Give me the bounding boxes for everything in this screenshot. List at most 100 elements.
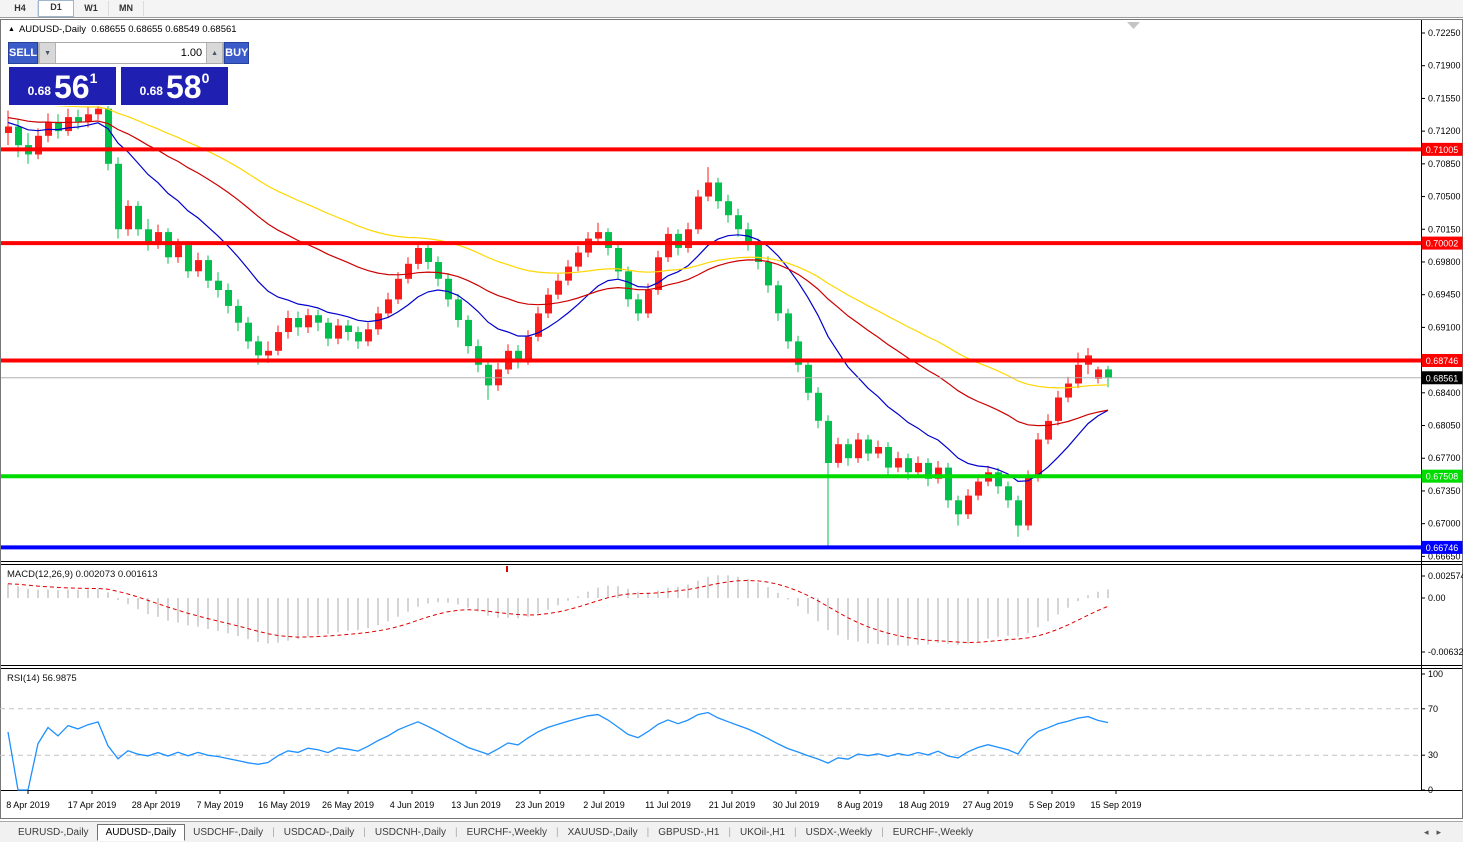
candle-body — [655, 257, 662, 290]
price-axis-label: 0.69450 — [1428, 290, 1461, 300]
volume-spinner: ▼ ▲ — [38, 42, 225, 64]
price-badge-label: 0.66746 — [1426, 543, 1459, 553]
sell-price-big: 56 — [53, 68, 90, 105]
date-axis-label: 15 Sep 2019 — [1090, 800, 1141, 810]
price-badge — [1421, 371, 1463, 385]
candle-body — [585, 238, 592, 253]
candle-body — [705, 182, 712, 197]
candle-body — [85, 114, 92, 122]
price-axis-label: 0.67000 — [1428, 519, 1461, 529]
candle-body — [435, 262, 442, 279]
candle-body — [675, 233, 682, 248]
timeframe-button-d1[interactable]: D1 — [38, 0, 74, 17]
timeframe-button-h4[interactable]: H4 — [3, 1, 38, 16]
timeframe-toolbar: H4 D1 W1 MN — [0, 0, 1463, 18]
date-axis-label: 8 Apr 2019 — [6, 800, 50, 810]
buy-price-pip: 0 — [201, 70, 210, 86]
candle-body — [835, 444, 842, 463]
candle-body — [775, 285, 782, 314]
chart-tab-6[interactable]: XAUUSD-,Daily — [567, 826, 638, 838]
rsi-line — [7, 711, 1109, 791]
candle-body — [415, 248, 422, 264]
candle-body — [1035, 439, 1042, 477]
date-axis-label: 5 Sep 2019 — [1029, 800, 1075, 810]
chart-tab-8[interactable]: UKOil-,H1 — [740, 826, 786, 838]
candle-body — [565, 266, 572, 281]
date-axis-label: 2 Jul 2019 — [583, 800, 625, 810]
chart-tab-7[interactable]: GBPUSD-,H1 — [658, 826, 720, 838]
tab-separator: | — [455, 826, 458, 838]
candle-body — [465, 319, 472, 347]
candle-body — [765, 262, 772, 286]
candle-body — [345, 325, 352, 332]
candle-body — [405, 263, 412, 279]
date-axis-label: 30 Jul 2019 — [773, 800, 820, 810]
candle-body — [515, 350, 522, 361]
tab-separator: | — [728, 826, 731, 838]
candle-body — [595, 232, 602, 239]
chart-header: ▲ AUDUSD-,Daily 0.68655 0.68655 0.68549 0… — [8, 24, 237, 35]
price-axis-label: 0.71900 — [1428, 61, 1461, 71]
candle-body — [825, 420, 832, 463]
chart-tab-0[interactable]: EURUSD-,Daily — [18, 826, 89, 838]
candle-body — [1055, 397, 1062, 421]
chart-tab-3[interactable]: USDCAD-,Daily — [283, 826, 355, 838]
candle-body — [115, 163, 122, 230]
sell-price-display[interactable]: 0.68 56 1 — [8, 66, 117, 106]
candle-body — [605, 232, 612, 248]
volume-increase-icon[interactable]: ▲ — [206, 43, 224, 63]
rsi-axis-label: 0 — [1428, 785, 1433, 795]
candle-body — [535, 313, 542, 337]
sell-price-small: 0.68 — [27, 84, 51, 98]
candle-body — [1045, 420, 1052, 440]
candle-body — [205, 260, 212, 281]
chart-tab-4[interactable]: USDCNH-,Daily — [374, 826, 447, 838]
candle-body — [1065, 383, 1072, 398]
price-badge-label: 0.68561 — [1426, 373, 1459, 383]
timeframe-button-mn[interactable]: MN — [109, 1, 144, 16]
candle-body — [185, 245, 192, 272]
chart-shift-marker-icon[interactable] — [1127, 22, 1140, 29]
price-axis-label: 0.72250 — [1428, 28, 1461, 38]
price-axis-label: 0.69100 — [1428, 322, 1461, 332]
collapse-arrow-icon[interactable]: ▲ — [8, 26, 15, 33]
candle-body — [475, 346, 482, 365]
candle-body — [255, 341, 262, 356]
candle-body — [735, 215, 742, 230]
price-axis-label: 0.68400 — [1428, 388, 1461, 398]
price-axis-label: 0.70500 — [1428, 192, 1461, 202]
volume-input[interactable] — [56, 43, 207, 63]
chart-tab-5[interactable]: EURCHF-,Weekly — [466, 826, 548, 838]
chart-tab-1[interactable]: AUDUSD-,Daily — [96, 823, 186, 841]
volume-decrease-icon[interactable]: ▼ — [39, 43, 57, 63]
buy-button[interactable]: BUY — [224, 42, 250, 64]
candle-body — [855, 439, 862, 459]
candle-body — [625, 271, 632, 300]
candle-body — [315, 315, 322, 323]
candle-body — [695, 196, 702, 230]
candle-body — [35, 135, 42, 155]
chart-tab-9[interactable]: USDX-,Weekly — [805, 826, 873, 838]
candle-body — [575, 252, 582, 267]
candle-body — [155, 232, 162, 244]
tab-scroll-arrows[interactable]: ◂▸ — [1423, 826, 1449, 837]
candle-body — [455, 299, 462, 320]
date-axis-label: 16 May 2019 — [258, 800, 310, 810]
price-axis-label: 0.71200 — [1428, 126, 1461, 136]
candle-body — [215, 280, 222, 290]
candle-body — [95, 108, 102, 115]
price-badge-label: 0.68746 — [1426, 356, 1459, 366]
buy-price-display[interactable]: 0.68 58 0 — [120, 66, 229, 106]
sell-button[interactable]: SELL — [8, 42, 39, 64]
candle-body — [725, 201, 732, 216]
chart-tab-2[interactable]: USDCHF-,Daily — [193, 826, 264, 838]
tab-separator: | — [272, 826, 275, 838]
candle-body — [295, 318, 302, 328]
candle-body — [1095, 369, 1102, 379]
rsi-axis-label: 30 — [1428, 750, 1438, 760]
timeframe-button-w1[interactable]: W1 — [74, 1, 109, 16]
candle-body — [885, 447, 892, 468]
rsi-axis-label: 70 — [1428, 704, 1438, 714]
chart-tab-10[interactable]: EURCHF-,Weekly — [892, 826, 974, 838]
